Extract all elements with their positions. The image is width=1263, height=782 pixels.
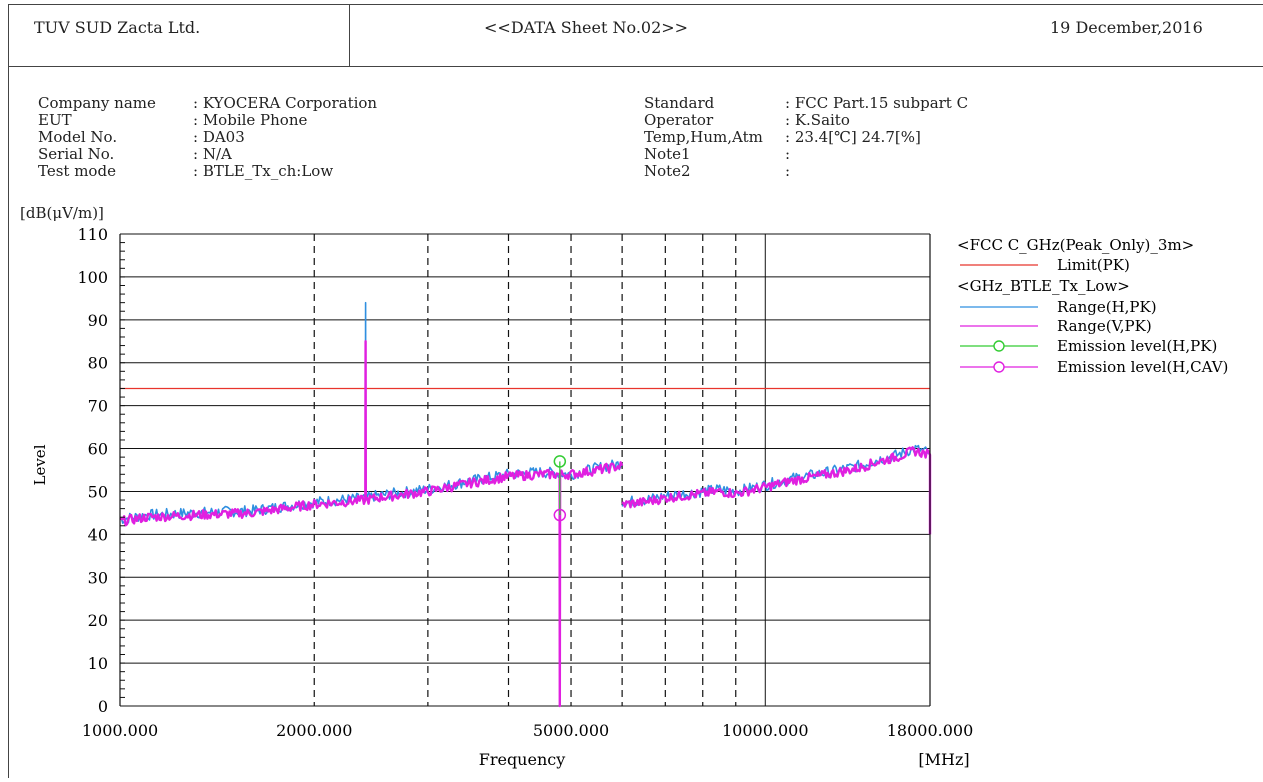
y-tick-label: 0 xyxy=(98,697,108,716)
info-label: Test mode xyxy=(38,162,116,180)
x-tick-label: 5000.000 xyxy=(533,721,609,740)
info-right-values: : FCC Part.15 subpart C : K.Saito : 23.4… xyxy=(785,95,968,180)
info-label: Model No. xyxy=(38,128,118,146)
y-tick-label: 30 xyxy=(88,568,108,587)
info-left-labels: Company name EUT Model No. Serial No. Te… xyxy=(38,95,156,180)
series-line-range-h xyxy=(621,444,931,508)
info-label: Standard xyxy=(644,94,715,112)
y-tick-label: 60 xyxy=(88,440,108,459)
y-tick-label: 50 xyxy=(88,482,108,501)
y-tick-label: 100 xyxy=(77,268,108,287)
info-label: Note2 xyxy=(644,162,691,180)
x-tick-label: 18000.000 xyxy=(887,721,974,740)
y-tick-label: 90 xyxy=(88,311,108,330)
x-tick-label: 1000.000 xyxy=(82,721,158,740)
header-sheet-number: <<DATA Sheet No.02>> xyxy=(484,18,689,37)
x-axis-unit: [MHz] xyxy=(918,750,969,769)
series-line-range-h xyxy=(119,301,623,525)
info-value: : KYOCERA Corporation xyxy=(193,94,378,112)
x-tick-label: 2000.000 xyxy=(276,721,352,740)
header-date: 19 December,2016 xyxy=(1050,18,1203,37)
x-axis-label: Frequency xyxy=(479,750,566,769)
x-tick-label: 10000.000 xyxy=(722,721,809,740)
y-tick-label: 40 xyxy=(88,525,108,544)
company-box xyxy=(8,4,350,67)
info-value: : DA03 xyxy=(193,128,245,146)
y-tick-label: 80 xyxy=(88,354,108,373)
chart-legend: <FCC C_GHz(Peak_Only)_3m> <GHz_BTLE_Tx_Lo… xyxy=(957,236,1228,376)
info-value: : BTLE_Tx_ch:Low xyxy=(193,162,334,180)
legend-group-title: <GHz_BTLE_Tx_Low> xyxy=(957,277,1130,295)
info-label: Serial No. xyxy=(38,145,115,163)
series-line-range-v xyxy=(119,340,624,708)
legend-marker-emission-cav xyxy=(993,361,1005,373)
legend-group-title: <FCC C_GHz(Peak_Only)_3m> xyxy=(957,236,1194,254)
y-tick-label: 70 xyxy=(88,397,108,416)
header-company: TUV SUD Zacta Ltd. xyxy=(34,18,201,37)
y-tick-label: 10 xyxy=(88,654,108,673)
info-value: : xyxy=(785,162,791,180)
info-value: : xyxy=(785,145,791,163)
y-axis-unit: [dB(μV/m)] xyxy=(20,204,104,222)
chart-grid xyxy=(120,233,930,707)
chart-axes: 0 10 20 30 40 50 60 70 80 90 100 110 1000.000 2000.00… xyxy=(77,225,973,740)
info-label: Temp,Hum,Atm xyxy=(644,128,763,146)
header-divider xyxy=(350,66,1263,67)
y-axis-label: Level xyxy=(31,444,49,485)
legend-marker-emission-pk xyxy=(993,340,1005,352)
info-left-values: : KYOCERA Corporation : Mobile Phone : D… xyxy=(193,95,377,180)
sheet-frame xyxy=(8,4,1263,778)
info-value: : N/A xyxy=(193,145,232,163)
info-value: : FCC Part.15 subpart C xyxy=(785,94,969,112)
chart-plot xyxy=(119,301,932,708)
series-line-range-v xyxy=(621,446,932,535)
info-label: Operator xyxy=(644,111,714,129)
info-value: : Mobile Phone xyxy=(193,111,308,129)
legend-label: Emission level(H,PK) xyxy=(1057,337,1217,355)
legend-label: Limit(PK) xyxy=(1057,256,1130,274)
legend-label: Range(V,PK) xyxy=(1057,317,1152,335)
y-tick-label: 20 xyxy=(88,611,108,630)
info-label: EUT xyxy=(38,111,72,129)
emission-marker-emission-pk xyxy=(553,455,567,468)
info-right-labels: Standard Operator Temp,Hum,Atm Note1 Not… xyxy=(644,95,763,180)
legend-label: Emission level(H,CAV) xyxy=(1057,358,1228,376)
legend-label: Range(H,PK) xyxy=(1057,298,1157,316)
y-tick-label: 110 xyxy=(77,225,108,244)
info-label: Company name xyxy=(38,94,156,112)
emission-marker-emission-cav xyxy=(553,508,567,522)
info-label: Note1 xyxy=(644,145,691,163)
info-value: : K.Saito xyxy=(785,111,850,129)
info-value: : 23.4[℃] 24.7[%] xyxy=(785,128,921,146)
